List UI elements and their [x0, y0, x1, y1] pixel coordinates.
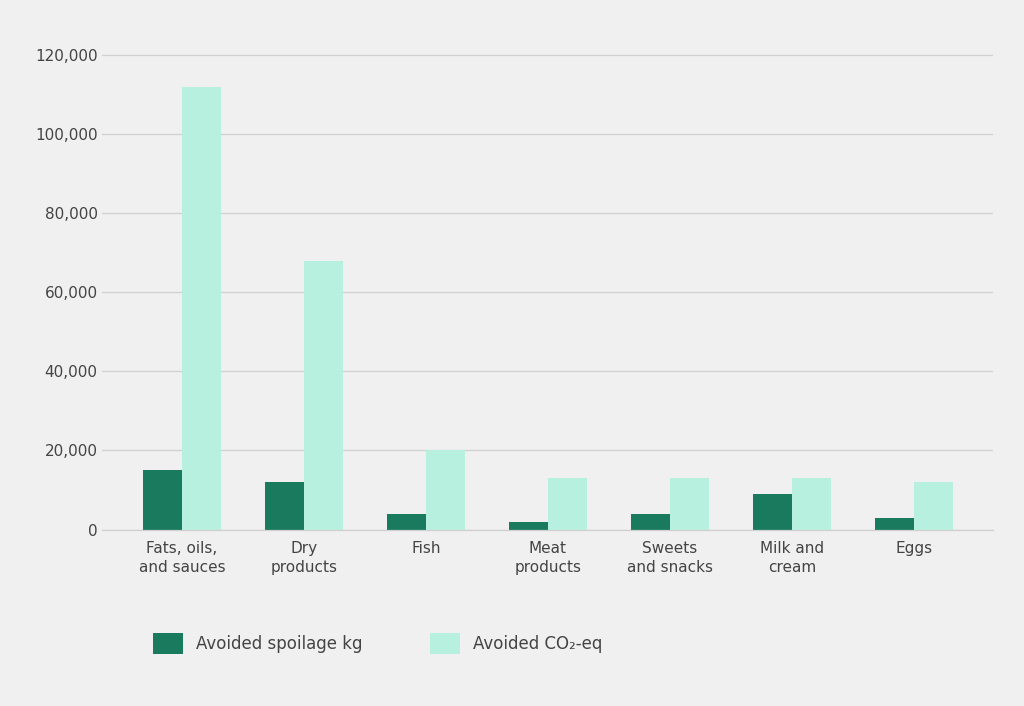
Bar: [792, 478, 830, 530]
Bar: [753, 494, 792, 530]
Bar: [548, 478, 587, 530]
Bar: [631, 514, 670, 530]
Bar: [509, 522, 548, 530]
Bar: [387, 514, 426, 530]
Bar: [265, 482, 304, 530]
Bar: [182, 87, 221, 530]
Bar: [304, 261, 343, 530]
Legend: Avoided spoilage kg, Avoided CO₂-eq: Avoided spoilage kg, Avoided CO₂-eq: [146, 627, 609, 660]
Bar: [670, 478, 709, 530]
Bar: [426, 450, 465, 530]
Bar: [874, 517, 913, 530]
Bar: [143, 470, 182, 530]
Bar: [913, 482, 952, 530]
